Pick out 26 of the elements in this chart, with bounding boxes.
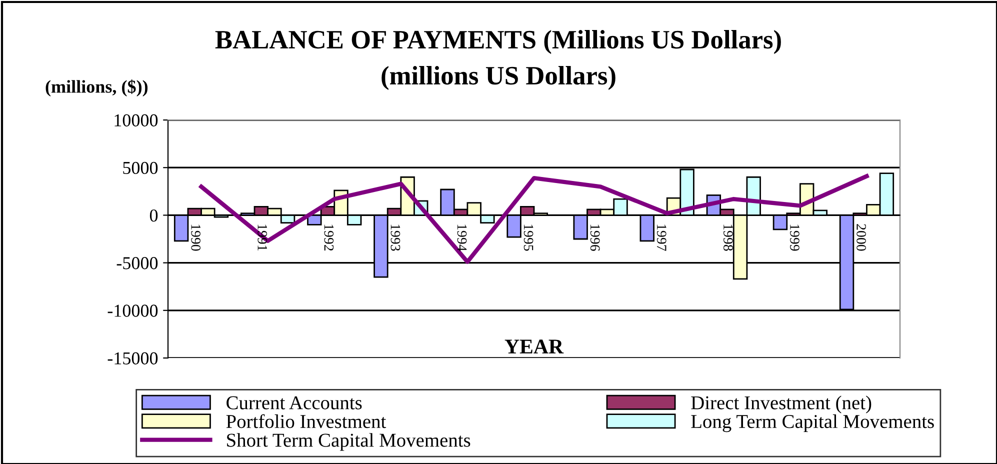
x-tick-label: 1996 xyxy=(590,224,600,251)
x-tick-label: 1997 xyxy=(656,224,666,251)
x-tick-label: 1993 xyxy=(390,224,400,251)
x-tick-label: 1999 xyxy=(790,224,800,251)
x-tick-label: 1994 xyxy=(457,224,467,252)
y-tick-label: -15000 xyxy=(108,352,158,364)
x-tick-label: 1992 xyxy=(324,224,334,251)
y-tick-label: 5000 xyxy=(123,162,158,174)
x-tick-label: 1990 xyxy=(191,224,201,251)
legend-label: Current Accounts xyxy=(226,396,362,410)
legend-label: Direct Investment (net) xyxy=(691,396,872,414)
legend-label: Long Term Capital Movements xyxy=(691,414,934,432)
chart-subtitle: (millions US Dollars) xyxy=(382,66,616,90)
y-tick-label: -5000 xyxy=(116,257,158,270)
x-tick-label: 2000 xyxy=(856,224,866,251)
x-tick-label: 1991 xyxy=(258,224,268,250)
y-tick-label: 10000 xyxy=(114,114,158,126)
legend-label: Portfolio Investment xyxy=(226,414,386,428)
y-tick-label: 0 xyxy=(150,209,158,222)
x-axis-title: YEAR xyxy=(504,340,564,354)
y-tick-label: -10000 xyxy=(108,304,158,317)
legend-label: Short Term Capital Movements xyxy=(227,433,470,451)
x-tick-label: 1998 xyxy=(724,224,733,251)
chart-title: BALANCE OF PAYMENTS (Millions US Dollars) xyxy=(215,30,781,54)
y-axis-title: (millions, ($)) xyxy=(46,80,148,96)
x-tick-label: 1995 xyxy=(524,224,534,251)
